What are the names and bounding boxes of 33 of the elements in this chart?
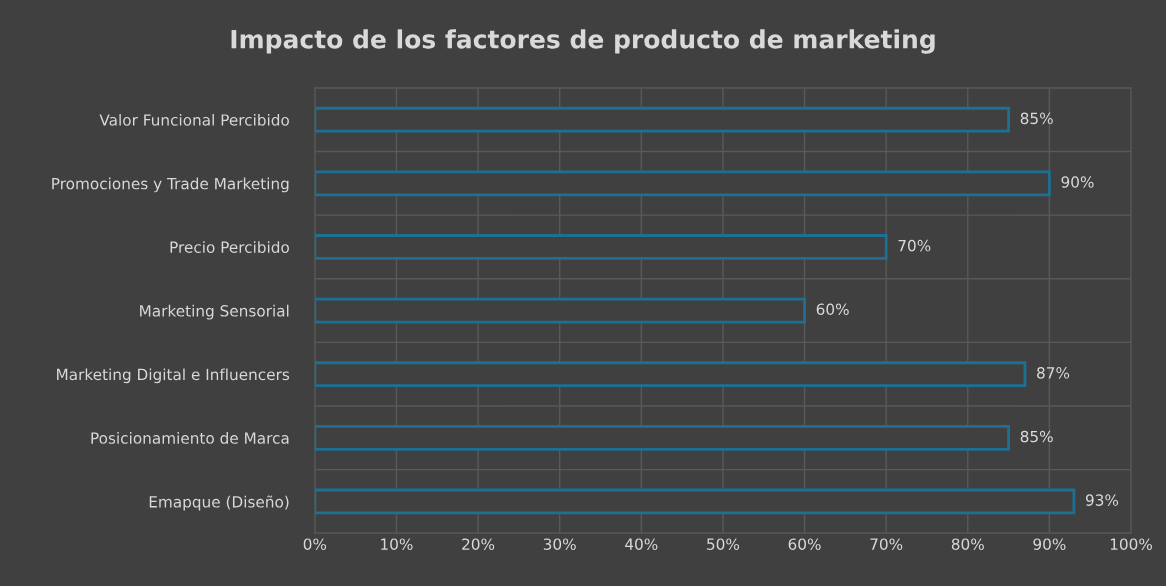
bar (314, 361, 1027, 388)
x-tick-label: 30% (543, 538, 576, 550)
x-tick-label: 50% (707, 538, 740, 550)
x-tick-label: 90% (1033, 538, 1066, 550)
y-tick-label: Marketing Sensorial (140, 304, 289, 320)
y-tick-label: Valor Funcional Percibido (99, 113, 289, 126)
bar (314, 297, 806, 324)
data-label: 70% (898, 239, 931, 252)
data-label: 90% (1061, 176, 1094, 188)
data-label: 60% (816, 303, 849, 316)
chart-title: Impacto de los factores de producto de marketing (231, 29, 935, 54)
bar (314, 170, 1051, 197)
data-label: 85% (1020, 112, 1053, 125)
y-tick-label: Promociones y Trade Marketing (52, 177, 289, 193)
y-tick-label: Emapque (Diseño) (149, 495, 289, 511)
bar (314, 234, 888, 260)
y-tick-label: Posicionamiento de Marca (91, 432, 289, 444)
x-tick-label: 70% (870, 538, 903, 550)
x-tick-label: 60% (788, 538, 821, 550)
bar (314, 106, 1010, 133)
data-label: 87% (1037, 367, 1070, 379)
x-tick-label: 40% (625, 538, 658, 550)
y-tick-label: Precio Percibido (170, 241, 289, 253)
bar (314, 488, 1076, 515)
x-tick-label: 10% (381, 538, 413, 550)
data-label: 93% (1085, 494, 1119, 506)
bar (314, 424, 1010, 451)
x-tick-label: 80% (951, 538, 984, 550)
x-tick-label: 0% (303, 538, 327, 550)
x-tick-label: 100% (1110, 538, 1153, 550)
x-tick-label: 20% (462, 538, 495, 550)
data-label: 85% (1020, 430, 1053, 443)
y-tick-label: Marketing Digital e Influencers (57, 368, 290, 384)
